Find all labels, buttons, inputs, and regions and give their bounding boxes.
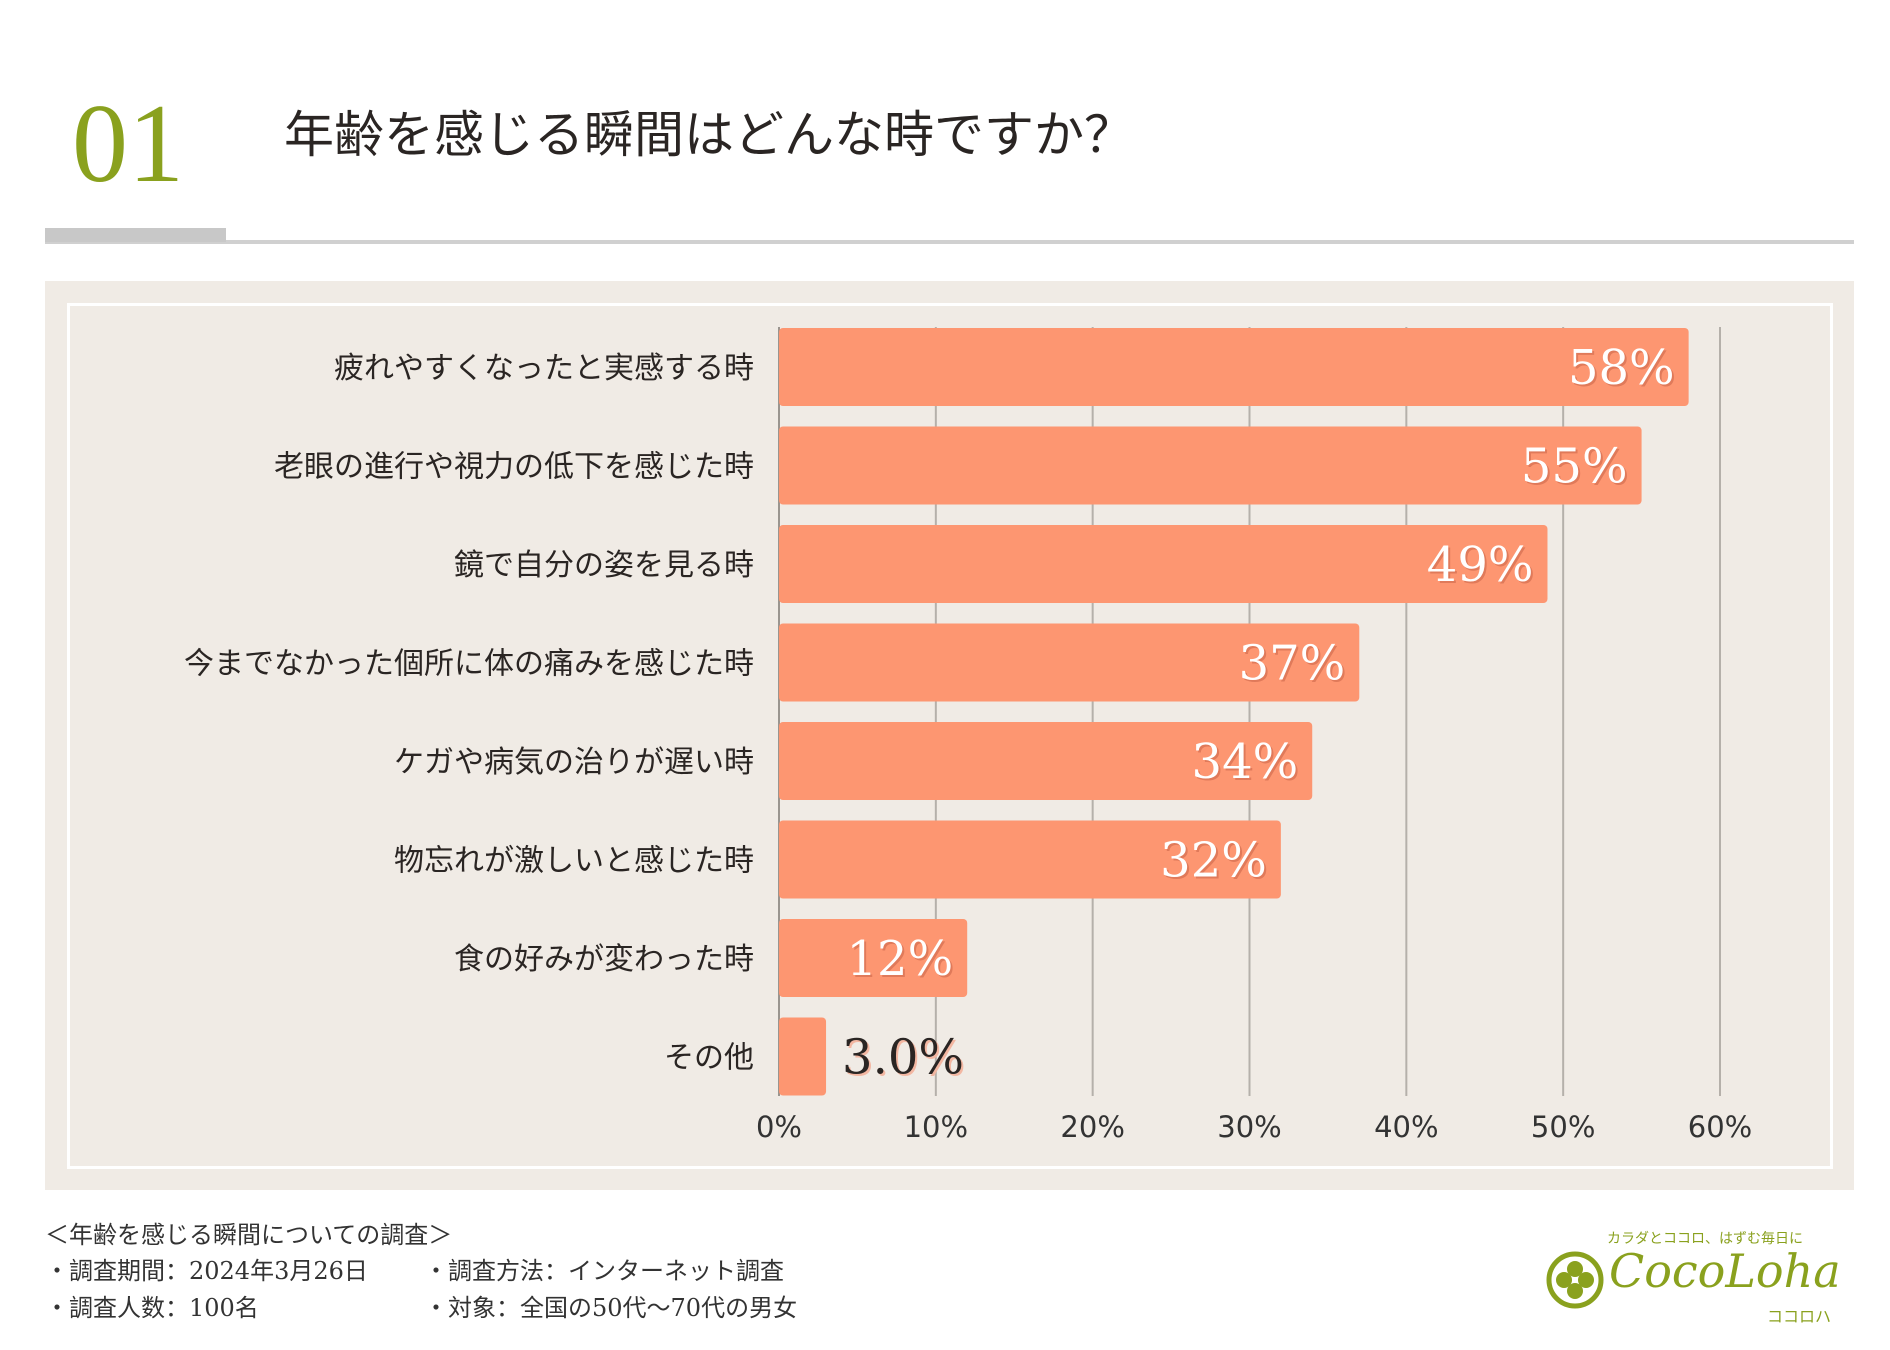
category-label: その他 <box>664 1041 754 1076</box>
bar <box>779 919 968 997</box>
page-title: 年齢を感じる瞬間はどんな時ですか？ <box>284 106 1134 164</box>
x-tick-label: 20% <box>1060 1110 1124 1144</box>
x-tick-label: 10% <box>904 1110 968 1144</box>
value-label: 49% <box>1427 537 1534 593</box>
survey-title: ＜年齢を感じる瞬間についての調査＞ <box>45 1221 453 1249</box>
chart-frame <box>67 303 1833 1169</box>
category-label: 食の好みが変わった時 <box>454 942 754 977</box>
value-label: 3.0% <box>842 1030 964 1086</box>
category-label: ケガや病気の治りが遅い時 <box>394 745 754 780</box>
category-label: 今までなかった個所に体の痛みを感じた時 <box>184 647 754 682</box>
category-label: 鏡で自分の姿を見る時 <box>454 548 754 583</box>
bar <box>779 525 1548 603</box>
x-tick-label: 50% <box>1531 1110 1595 1144</box>
survey-count: ・調査人数：100名 <box>45 1294 259 1322</box>
x-tick-label: 40% <box>1374 1110 1438 1144</box>
survey-method: ・調査方法：インターネット調査 <box>424 1257 784 1285</box>
category-label: 物忘れが激しいと感じた時 <box>394 844 754 879</box>
value-label: 12% <box>847 931 954 987</box>
value-label: 55% <box>1521 439 1628 495</box>
survey-period: ・調査期間：2024年3月26日 <box>45 1257 368 1285</box>
value-label: 58% <box>1568 340 1675 396</box>
cocoloha-logo: カラダとココロ、はずむ毎日に CocoLoha ココロハ <box>1545 1228 1855 1328</box>
x-tick-label: 0% <box>756 1110 802 1144</box>
logo-kana: ココロハ <box>1767 1307 1832 1326</box>
value-label: 32% <box>1160 833 1267 889</box>
category-label: 老眼の進行や視力の低下を感じた時 <box>274 450 754 485</box>
logo-tagline: カラダとココロ、はずむ毎日に <box>1607 1231 1803 1247</box>
question-number: 01 <box>72 82 184 206</box>
divider <box>45 240 1854 244</box>
bar <box>779 1017 827 1096</box>
x-tick-label: 60% <box>1688 1110 1752 1144</box>
category-label: 疲れやすくなったと実感する時 <box>334 351 754 386</box>
value-label: 37% <box>1239 636 1346 692</box>
clover-icon <box>1546 1251 1604 1309</box>
bar <box>779 820 1281 899</box>
bar <box>779 426 1642 505</box>
bar <box>779 623 1360 702</box>
x-tick-label: 30% <box>1217 1110 1281 1144</box>
divider-accent <box>45 228 226 242</box>
survey-target: ・対象：全国の50代～70代の男女 <box>424 1294 798 1322</box>
bar <box>779 328 1689 406</box>
logo-name: CocoLoha <box>1609 1244 1841 1298</box>
value-label: 34% <box>1192 734 1299 790</box>
bar <box>779 722 1313 800</box>
